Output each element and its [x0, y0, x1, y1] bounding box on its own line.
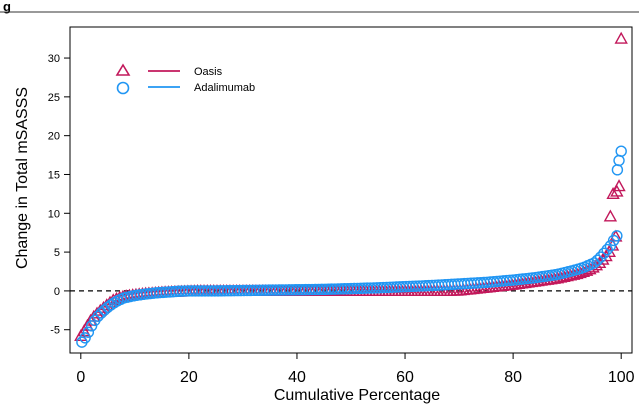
data-point-adalimumab [95, 307, 108, 319]
x-axis: 0 20 40 60 80 100 [76, 353, 635, 386]
y-axis-label: Change in Total mSASSS [14, 87, 31, 269]
data-point-adalimumab [85, 320, 98, 332]
y-tick-label: 0 [54, 286, 60, 298]
x-tick-label: 100 [608, 369, 635, 386]
y-axis: -5 0 5 10 15 20 25 30 [48, 53, 70, 337]
data-point-adalimumab [611, 164, 624, 176]
data-point-adalimumab [601, 243, 613, 256]
series-adalimumab [76, 145, 627, 348]
y-tick-label: 25 [48, 92, 60, 104]
x-tick-label: 20 [180, 369, 198, 386]
data-point-oasis [83, 313, 98, 326]
figure-label: g [3, 0, 11, 14]
data-point-oasis [606, 186, 620, 199]
data-point-adalimumab [611, 230, 623, 242]
x-tick-label: 60 [396, 369, 414, 386]
data-point-oasis [612, 179, 626, 192]
y-tick-label: 10 [48, 208, 60, 220]
data-point-adalimumab [604, 240, 617, 252]
y-tick-label: 15 [48, 169, 60, 181]
plot-frame [69, 26, 633, 354]
legend-label-oasis: Oasis [194, 66, 223, 78]
data-point-adalimumab [588, 257, 600, 269]
y-tick-label: 20 [48, 131, 60, 143]
x-tick-label: 80 [504, 369, 522, 386]
legend: Oasis Adalimumab [115, 63, 255, 95]
legend-item-adalimumab: Adalimumab [116, 81, 255, 95]
data-point-adalimumab [598, 247, 610, 260]
plot-area [69, 26, 633, 354]
legend-marker-adalimumab [116, 81, 130, 95]
y-tick-label: 5 [54, 247, 60, 259]
data-point-adalimumab [79, 332, 91, 344]
legend-label-adalimumab: Adalimumab [194, 82, 255, 94]
data-point-adalimumab [591, 254, 604, 266]
data-point-oasis [603, 209, 618, 222]
legend-item-oasis: Oasis [115, 63, 223, 78]
data-point-adalimumab [615, 145, 627, 157]
x-axis-label: Cumulative Percentage [274, 387, 440, 404]
legend-marker-oasis [115, 63, 131, 76]
y-tick-label: -5 [50, 325, 60, 337]
data-point-adalimumab [92, 310, 104, 322]
y-tick-label: 30 [48, 53, 60, 65]
data-point-adalimumab [82, 326, 95, 338]
data-point-adalimumab [594, 251, 607, 263]
x-tick-label: 0 [76, 369, 85, 386]
data-point-adalimumab [613, 154, 625, 167]
data-point-oasis [614, 31, 628, 44]
x-tick-label: 40 [288, 369, 306, 386]
